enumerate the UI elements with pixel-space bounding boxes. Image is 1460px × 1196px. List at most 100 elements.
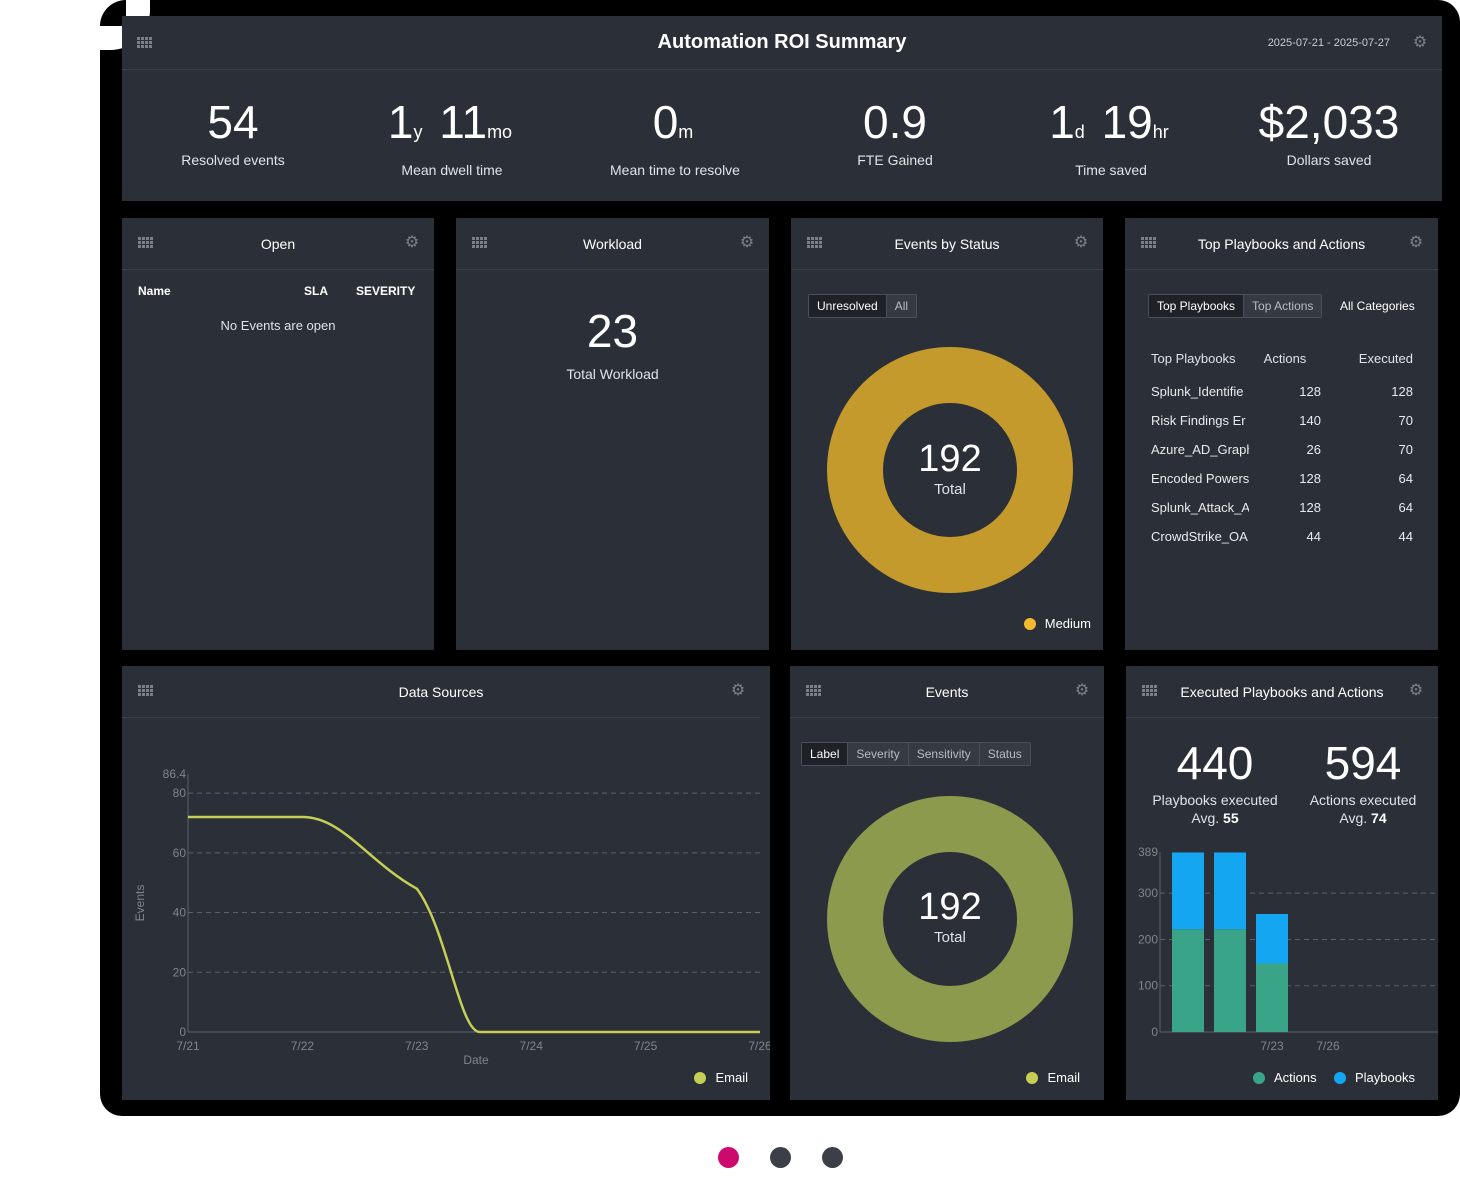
tab-label[interactable]: Label bbox=[802, 743, 848, 765]
data-sources-line-chart: 0 20 40 60 80 86.4 7/21 7/22 7/23 7/24 7/25 7/26 Dat… bbox=[133, 767, 770, 1067]
data-sources-panel: Data Sources ⚙ 0 20 40 60 80 86.4 7/21 7/22 7/23… bbox=[122, 666, 770, 1100]
status-donut-chart: 192 Total bbox=[827, 347, 1073, 593]
open-panel: Open ⚙ Name SLA SEVERITY No Events are o… bbox=[122, 218, 434, 650]
table-row[interactable]: Splunk_Attack_A 128 64 bbox=[1151, 493, 1413, 522]
drag-grid-icon[interactable] bbox=[138, 685, 153, 698]
executed-legend-actions: Actions bbox=[1253, 1070, 1317, 1085]
kpi-value: 0.9 bbox=[863, 96, 927, 148]
gear-icon[interactable]: ⚙ bbox=[1073, 234, 1089, 251]
top-playbooks-table: Top Playbooks Actions Executed Splunk_Id… bbox=[1151, 344, 1413, 551]
col-sla[interactable]: SLA bbox=[304, 284, 328, 298]
legend-label[interactable]: Medium bbox=[1044, 616, 1091, 631]
panel-title: Open bbox=[260, 235, 296, 252]
bar-actions bbox=[1256, 963, 1288, 1032]
table-row[interactable]: Splunk_Identifie 128 128 bbox=[1151, 377, 1413, 406]
x-tick-label: 7/24 bbox=[520, 1039, 544, 1053]
donut-total-value: 192 bbox=[918, 886, 981, 928]
gear-icon[interactable]: ⚙ bbox=[730, 682, 746, 699]
x-axis-title: Date bbox=[463, 1053, 489, 1067]
cell-name: CrowdStrike_OA bbox=[1151, 529, 1248, 544]
cell-executed: 44 bbox=[1398, 529, 1413, 544]
legend-dot bbox=[1026, 1071, 1039, 1084]
col-severity[interactable]: SEVERITY bbox=[356, 284, 416, 298]
cell-actions: 128 bbox=[1299, 384, 1321, 399]
table-row[interactable]: Azure_AD_Graph 26 70 bbox=[1151, 435, 1413, 464]
y-tick-label: 80 bbox=[173, 786, 187, 800]
x-tick-label: 7/21 bbox=[176, 1039, 200, 1053]
legend-dot bbox=[694, 1071, 707, 1084]
y-tick-label: 40 bbox=[173, 906, 187, 920]
status-legend: Medium bbox=[1023, 616, 1091, 631]
gear-icon[interactable]: ⚙ bbox=[1408, 234, 1424, 251]
tab-sensitivity[interactable]: Sensitivity bbox=[907, 743, 979, 765]
empty-message: No Events are open bbox=[220, 318, 336, 333]
category-select[interactable]: All Categories bbox=[1340, 299, 1415, 313]
y-tick-label: 100 bbox=[1138, 979, 1158, 993]
drag-grid-icon[interactable] bbox=[138, 237, 153, 250]
kpi-mean-time-to-resolve: 0m Mean time to resolve bbox=[592, 96, 758, 178]
gear-icon[interactable]: ⚙ bbox=[1074, 682, 1090, 699]
carousel-pager bbox=[718, 1147, 874, 1168]
cell-executed: 64 bbox=[1398, 500, 1413, 515]
drag-grid-icon[interactable] bbox=[1141, 237, 1156, 250]
col-top-playbooks[interactable]: Top Playbooks bbox=[1151, 351, 1236, 366]
table-row[interactable]: Encoded Powers 128 64 bbox=[1151, 464, 1413, 493]
legend-dot bbox=[1253, 1071, 1265, 1084]
pager-dot-2[interactable] bbox=[770, 1147, 791, 1168]
pager-dot-3[interactable] bbox=[822, 1147, 843, 1168]
drag-grid-icon[interactable] bbox=[472, 237, 487, 250]
legend-label[interactable]: Email bbox=[1047, 1070, 1080, 1085]
gear-icon[interactable]: ⚙ bbox=[739, 234, 755, 251]
tab-top-actions[interactable]: Top Actions bbox=[1243, 295, 1322, 317]
gear-icon[interactable]: ⚙ bbox=[404, 234, 420, 251]
cell-actions: 44 bbox=[1306, 529, 1321, 544]
data-sources-legend: Email bbox=[694, 1070, 748, 1085]
y-tick-label: 0 bbox=[179, 1025, 186, 1039]
bar-playbooks bbox=[1256, 914, 1288, 964]
top-playbooks-panel: Top Playbooks and Actions ⚙ Top Playbook… bbox=[1125, 218, 1438, 650]
page-title: Automation ROI Summary bbox=[657, 31, 907, 53]
executed-bar-chart: 0 100 200 300 389 7/23 7/26 bbox=[1138, 845, 1438, 1053]
executed-panel: Executed Playbooks and Actions ⚙ 440 Pla… bbox=[1126, 666, 1438, 1100]
pager-dot-1[interactable] bbox=[718, 1147, 739, 1168]
tab-status[interactable]: Status bbox=[978, 743, 1030, 765]
donut-slice-medium[interactable] bbox=[827, 347, 1073, 593]
legend-label[interactable]: Playbooks bbox=[1355, 1070, 1415, 1085]
table-row[interactable]: Risk Findings Er 140 70 bbox=[1151, 406, 1413, 435]
gear-icon[interactable]: ⚙ bbox=[1408, 682, 1424, 699]
drag-grid-icon[interactable] bbox=[807, 237, 822, 250]
col-actions[interactable]: Actions bbox=[1263, 351, 1307, 366]
donut-total-value: 192 bbox=[918, 438, 981, 480]
legend-label[interactable]: Email bbox=[715, 1070, 748, 1085]
legend-label[interactable]: Actions bbox=[1274, 1070, 1317, 1085]
tab-severity[interactable]: Severity bbox=[847, 743, 908, 765]
bar-actions bbox=[1214, 929, 1246, 1032]
panel-header: Events ⚙ bbox=[790, 666, 1104, 718]
kpi-label: Dollars saved bbox=[1286, 152, 1372, 168]
y-tick-label: 200 bbox=[1138, 932, 1158, 946]
panel-header: Data Sources ⚙ bbox=[122, 666, 760, 718]
stat-value: 594 bbox=[1324, 737, 1402, 789]
tab-all[interactable]: All bbox=[885, 295, 917, 317]
cell-actions: 140 bbox=[1299, 413, 1321, 428]
panel-title: Events by Status bbox=[894, 235, 1000, 252]
workload-panel: Workload ⚙ 23 Total Workload bbox=[456, 218, 769, 650]
workload-value: 23 bbox=[586, 305, 639, 357]
tab-top-playbooks[interactable]: Top Playbooks bbox=[1149, 295, 1244, 317]
drag-grid-icon[interactable] bbox=[137, 37, 152, 50]
gear-icon[interactable]: ⚙ bbox=[1412, 34, 1428, 51]
cell-executed: 128 bbox=[1391, 384, 1413, 399]
drag-grid-icon[interactable] bbox=[1142, 685, 1157, 698]
cell-executed: 70 bbox=[1398, 442, 1413, 457]
kpi-label: FTE Gained bbox=[857, 152, 933, 168]
table-row[interactable]: CrowdStrike_OA 44 44 bbox=[1151, 522, 1413, 551]
panel-header: Open ⚙ bbox=[122, 218, 434, 270]
kpi-label: Mean time to resolve bbox=[610, 162, 740, 178]
col-executed[interactable]: Executed bbox=[1358, 351, 1413, 366]
donut-slice-email[interactable] bbox=[827, 796, 1073, 1042]
date-range[interactable]: 2025-07-21 - 2025-07-27 bbox=[1267, 37, 1390, 49]
drag-grid-icon[interactable] bbox=[806, 685, 821, 698]
tab-unresolved[interactable]: Unresolved bbox=[809, 295, 886, 317]
col-name[interactable]: Name bbox=[138, 284, 171, 298]
cell-name: Splunk_Attack_A bbox=[1151, 500, 1249, 515]
